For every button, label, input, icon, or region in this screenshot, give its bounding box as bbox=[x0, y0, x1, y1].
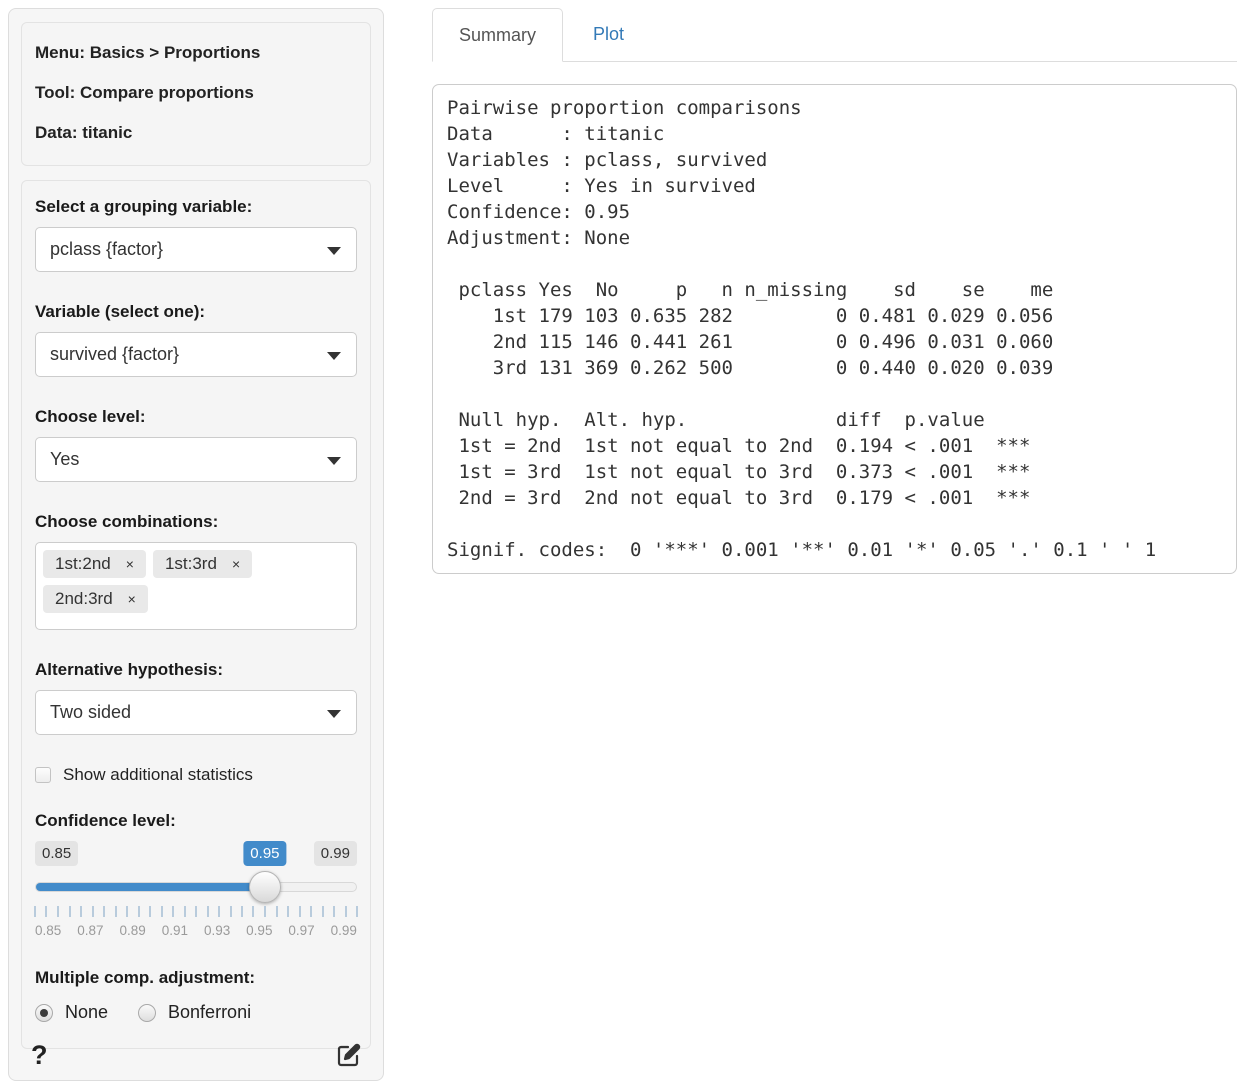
info-panel: Menu: Basics > Proportions Tool: Compare… bbox=[21, 22, 371, 166]
controls-panel: Select a grouping variable: pclass {fact… bbox=[21, 180, 371, 1049]
slider-max-label: 0.99 bbox=[313, 841, 357, 866]
combinations-label: Choose combinations: bbox=[35, 512, 219, 531]
slider-track[interactable] bbox=[35, 882, 357, 892]
slider-labels: 0.85 0.95 0.99 bbox=[35, 841, 357, 867]
dataset-name: Data: titanic bbox=[35, 123, 133, 142]
chevron-down-icon bbox=[327, 456, 341, 465]
radio-selected-icon[interactable] bbox=[35, 1003, 53, 1022]
adjustment-label: Multiple comp. adjustment: bbox=[35, 968, 256, 987]
show-additional-statistics-label: Show additional statistics bbox=[63, 765, 253, 784]
slider-tick-label: 0.99 bbox=[330, 923, 357, 938]
combination-tag-label: 1st:2nd bbox=[55, 554, 111, 573]
slider-value-label: 0.95 bbox=[243, 841, 287, 866]
adjustment-option-label: Bonferroni bbox=[168, 1002, 252, 1022]
combination-tag-label: 1st:3rd bbox=[164, 554, 217, 573]
level-label: Choose level: bbox=[35, 407, 146, 426]
slider-tick-labels: 0.85 0.87 0.89 0.91 0.93 0.95 0.97 0.99 bbox=[35, 923, 357, 938]
level-value: Yes bbox=[50, 449, 80, 469]
alt-hypothesis-value: Two sided bbox=[50, 702, 132, 722]
slider-min-label: 0.85 bbox=[35, 841, 79, 866]
adjustment-option-label: None bbox=[65, 1002, 109, 1022]
confidence-level-label: Confidence level: bbox=[35, 811, 176, 830]
adjustment-radio-group: None Bonferroni bbox=[35, 1002, 357, 1023]
main-panel: Summary Plot Pairwise proportion comparis… bbox=[432, 8, 1237, 574]
grouping-variable-label: Select a grouping variable: bbox=[35, 197, 253, 216]
show-additional-statistics-checkbox[interactable] bbox=[35, 767, 51, 783]
chevron-down-icon bbox=[327, 246, 341, 255]
remove-tag-icon[interactable]: × bbox=[127, 591, 136, 607]
alt-hypothesis-select[interactable]: Two sided bbox=[35, 690, 357, 735]
slider-tick-label: 0.87 bbox=[77, 923, 104, 938]
remove-tag-icon[interactable]: × bbox=[125, 556, 134, 572]
slider-fill bbox=[36, 883, 265, 891]
adjustment-option-bonferroni[interactable]: Bonferroni bbox=[138, 1002, 251, 1023]
tab-bar: Summary Plot bbox=[432, 8, 1237, 62]
combinations-input[interactable]: 1st:2nd × 1st:3rd × 2nd:3rd × bbox=[35, 542, 357, 630]
combination-tag: 1st:3rd × bbox=[152, 550, 253, 578]
slider-tick-marks bbox=[34, 906, 358, 919]
tab-plot[interactable]: Plot bbox=[593, 24, 625, 44]
combination-tag-label: 2nd:3rd bbox=[55, 589, 113, 608]
sidebar: Menu: Basics > Proportions Tool: Compare… bbox=[8, 8, 384, 1081]
slider-tick-label: 0.97 bbox=[288, 923, 315, 938]
grouping-variable-select[interactable]: pclass {factor} bbox=[35, 227, 357, 272]
level-select[interactable]: Yes bbox=[35, 437, 357, 482]
slider-tick-label: 0.95 bbox=[246, 923, 273, 938]
grouping-variable-value: pclass {factor} bbox=[50, 239, 164, 259]
chevron-down-icon bbox=[327, 709, 341, 718]
slider-tick-label: 0.85 bbox=[35, 923, 62, 938]
slider-tick-label: 0.93 bbox=[203, 923, 231, 938]
menu-breadcrumb: Menu: Basics > Proportions bbox=[35, 43, 261, 62]
tab-summary[interactable]: Summary bbox=[432, 8, 564, 62]
sidebar-footer: ? bbox=[31, 1038, 361, 1072]
slider-tick-label: 0.89 bbox=[119, 923, 146, 938]
slider-tick-label: 0.91 bbox=[161, 923, 188, 938]
combination-tag: 1st:2nd × bbox=[43, 550, 146, 578]
help-icon[interactable]: ? bbox=[31, 1040, 48, 1070]
confidence-slider[interactable] bbox=[35, 869, 357, 905]
alt-hypothesis-label: Alternative hypothesis: bbox=[35, 660, 223, 679]
remove-tag-icon[interactable]: × bbox=[231, 556, 241, 572]
edit-report-icon[interactable] bbox=[337, 1043, 361, 1067]
tool-name: Tool: Compare proportions bbox=[35, 83, 254, 102]
radio-unselected-icon[interactable] bbox=[138, 1003, 157, 1022]
summary-output: Pairwise proportion comparisons Data : t… bbox=[447, 97, 1157, 561]
summary-output-box: Pairwise proportion comparisons Data : t… bbox=[432, 84, 1237, 574]
variable-value: survived {factor} bbox=[50, 344, 180, 364]
adjustment-option-none[interactable]: None bbox=[35, 1002, 108, 1023]
slider-handle[interactable] bbox=[248, 871, 281, 903]
combination-tag: 2nd:3rd × bbox=[43, 585, 148, 613]
variable-label: Variable (select one): bbox=[35, 302, 206, 321]
variable-select[interactable]: survived {factor} bbox=[35, 332, 357, 377]
chevron-down-icon bbox=[327, 351, 341, 360]
